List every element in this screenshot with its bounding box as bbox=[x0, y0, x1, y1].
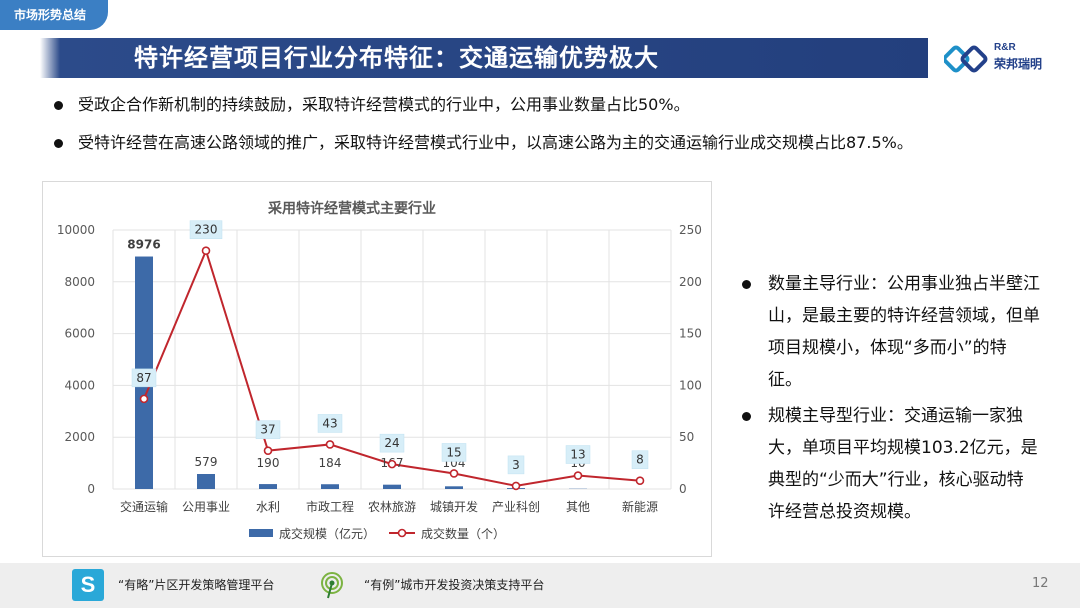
line-data-label-box bbox=[441, 443, 467, 462]
line-data-label-box bbox=[189, 220, 223, 239]
chart-panel: 采用特许经营模式主要行业 0 2000 4000 6000 8000 10000 0 50 100… bbox=[42, 181, 712, 557]
title-band bbox=[0, 38, 928, 78]
side-bullet-text: 数量主导行业：公用事业独占半壁江山，是最主要的特许经营领域，但单项目规模小，体现… bbox=[768, 274, 1040, 390]
bar bbox=[445, 486, 463, 489]
side-bullet-text: 规模主导型行业：交通运输一家独大，单项目平均规模103.2亿元，是典型的“少而大… bbox=[768, 406, 1038, 522]
line-point bbox=[263, 446, 273, 455]
line-point bbox=[573, 471, 583, 480]
line-data-label-box bbox=[131, 368, 157, 388]
company-logo: R&R 荣邦瑞明 bbox=[944, 40, 1064, 80]
line-point bbox=[387, 459, 397, 469]
line-data-label-box bbox=[379, 433, 405, 453]
line-data-label: 24 bbox=[384, 436, 399, 450]
legend-label: 成交数量（个） bbox=[421, 526, 505, 541]
side-bullet-item: 数量主导行业：公用事业独占半壁江山，是最主要的特许经营领域，但单项目规模小，体现… bbox=[740, 268, 1040, 396]
line-data-label: 3 bbox=[512, 458, 520, 472]
line-data-label-box bbox=[565, 445, 591, 464]
radar-platform-icon bbox=[321, 572, 343, 599]
bar-data-label: 184 bbox=[319, 456, 342, 470]
line-data-label: 15 bbox=[446, 445, 461, 459]
bullet-item: 受政企合作新机制的持续鼓励，采取特许经营模式的行业中，公用事业数量占比50%。 bbox=[50, 94, 1050, 116]
page-number: 12 bbox=[1032, 576, 1049, 591]
side-bullets: 数量主导行业：公用事业独占半壁江山，是最主要的特许经营领域，但单项目规模小，体现… bbox=[740, 268, 1040, 532]
bar-data-label: 190 bbox=[257, 456, 280, 470]
x-tick-label: 水利 bbox=[256, 500, 280, 514]
x-tick-label: 其他 bbox=[566, 500, 590, 514]
line-data-label: 13 bbox=[570, 448, 585, 462]
chart-title: 采用特许经营模式主要行业 bbox=[267, 200, 436, 217]
x-tick-label: 交通运输 bbox=[120, 499, 168, 514]
line-data-label-box bbox=[255, 420, 281, 439]
y-right-tick-label: 250 bbox=[679, 223, 702, 237]
bullet-dot-icon bbox=[742, 412, 751, 421]
legend-label: 成交规模（亿元） bbox=[279, 526, 375, 541]
y-right-tick-label: 100 bbox=[679, 378, 702, 392]
line-data-label: 87 bbox=[136, 371, 151, 385]
x-tick-label: 城镇开发 bbox=[430, 499, 478, 514]
line-data-label-box bbox=[507, 455, 525, 475]
line-data-label: 37 bbox=[260, 423, 275, 437]
bullet-item: 受特许经营在高速公路领域的推广，采取特许经营模式行业中，以高速公路为主的交通运输… bbox=[50, 132, 1050, 154]
combo-chart: 采用特许经营模式主要行业 0 2000 4000 6000 8000 10000 0 50 100… bbox=[57, 200, 702, 541]
y-left-tick-label: 10000 bbox=[57, 223, 95, 237]
bullet-text: 受政企合作新机制的持续鼓励，采取特许经营模式的行业中，公用事业数量占比50%。 bbox=[78, 95, 690, 114]
y-right-tick-label: 0 bbox=[679, 482, 687, 496]
legend-swatch-point bbox=[397, 528, 407, 538]
top-bullets: 受政企合作新机制的持续鼓励，采取特许经营模式的行业中，公用事业数量占比50%。 … bbox=[50, 94, 1050, 170]
logo-latin: R&R bbox=[994, 42, 1016, 53]
section-tag: 市场形势总结 bbox=[0, 0, 108, 30]
y-right-tick-label: 50 bbox=[679, 430, 694, 444]
bullet-text: 受特许经营在高速公路领域的推广，采取特许经营模式行业中，以高速公路为主的交通运输… bbox=[78, 133, 913, 152]
line-data-label: 230 bbox=[195, 223, 218, 237]
side-bullet-item: 规模主导型行业：交通运输一家独大，单项目平均规模103.2亿元，是典型的“少而大… bbox=[740, 400, 1040, 528]
x-tick-label: 市政工程 bbox=[306, 499, 354, 514]
strategy-platform-icon: S bbox=[72, 569, 104, 601]
line-data-label-box bbox=[631, 450, 649, 469]
line-point bbox=[325, 440, 335, 449]
bar-data-label: 579 bbox=[195, 455, 218, 469]
y-left-tick-label: 6000 bbox=[64, 327, 95, 341]
bar bbox=[197, 474, 215, 489]
bar bbox=[383, 484, 401, 489]
logo-mark-icon bbox=[944, 45, 988, 73]
bullet-dot-icon bbox=[54, 139, 63, 148]
footer-bar: S “有略”片区开发策略管理平台 “有例”城市开发投资决策支持平台 12 bbox=[0, 563, 1080, 608]
y-left-tick-label: 2000 bbox=[64, 430, 95, 444]
line-point bbox=[139, 394, 149, 404]
page-title: 特许经营项目行业分布特征：交通运输优势极大 bbox=[134, 44, 659, 72]
bar bbox=[259, 484, 277, 489]
bar-data-label: 8976 bbox=[127, 238, 160, 252]
y-right-tick-label: 200 bbox=[679, 275, 702, 289]
logo-cn: 荣邦瑞明 bbox=[994, 57, 1043, 71]
line-point bbox=[511, 481, 521, 491]
legend-swatch-bar bbox=[249, 529, 273, 537]
bullet-dot-icon bbox=[742, 280, 751, 289]
line-point bbox=[201, 246, 211, 256]
x-tick-label: 新能源 bbox=[622, 499, 658, 514]
y-left-tick-label: 8000 bbox=[64, 275, 95, 289]
line-data-label-box bbox=[317, 414, 343, 433]
bar bbox=[321, 484, 339, 489]
x-tick-label: 产业科创 bbox=[492, 500, 540, 514]
footer-text-strategy: “有略”片区开发策略管理平台 bbox=[118, 578, 275, 592]
y-left-tick-label: 4000 bbox=[64, 378, 95, 392]
line-data-label: 43 bbox=[322, 416, 337, 430]
x-tick-label: 公用事业 bbox=[182, 500, 230, 514]
line-data-label: 8 bbox=[636, 453, 644, 467]
footer-text-investment: “有例”城市开发投资决策支持平台 bbox=[364, 578, 545, 592]
bullet-dot-icon bbox=[54, 101, 63, 110]
line-point bbox=[635, 476, 645, 486]
line-point bbox=[449, 469, 459, 478]
y-left-tick-label: 0 bbox=[87, 482, 95, 496]
y-right-tick-label: 150 bbox=[679, 327, 702, 341]
x-tick-label: 农林旅游 bbox=[368, 500, 416, 514]
